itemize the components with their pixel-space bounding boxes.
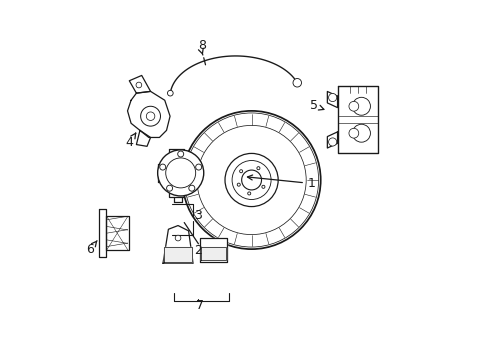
Polygon shape xyxy=(127,91,170,138)
Circle shape xyxy=(348,128,358,138)
Text: 4: 4 xyxy=(125,133,136,149)
Circle shape xyxy=(167,90,173,96)
Circle shape xyxy=(352,124,370,142)
Circle shape xyxy=(224,153,278,207)
Circle shape xyxy=(237,183,240,186)
Circle shape xyxy=(352,97,370,115)
Text: 1: 1 xyxy=(247,175,315,190)
Circle shape xyxy=(348,102,358,111)
Circle shape xyxy=(188,185,194,191)
Text: 2: 2 xyxy=(194,244,202,257)
Circle shape xyxy=(195,164,201,170)
Polygon shape xyxy=(99,209,105,257)
Circle shape xyxy=(247,192,250,195)
Text: 8: 8 xyxy=(198,39,205,52)
Polygon shape xyxy=(163,226,193,263)
Circle shape xyxy=(241,170,261,190)
Text: 5: 5 xyxy=(309,99,323,112)
Text: 6: 6 xyxy=(86,241,97,256)
Circle shape xyxy=(160,164,165,170)
Text: 7: 7 xyxy=(196,299,204,312)
Polygon shape xyxy=(163,247,192,262)
Circle shape xyxy=(197,125,305,235)
Polygon shape xyxy=(169,149,184,197)
Circle shape xyxy=(177,151,183,157)
Polygon shape xyxy=(200,238,226,261)
Polygon shape xyxy=(201,247,225,260)
Polygon shape xyxy=(326,91,337,108)
Circle shape xyxy=(157,150,203,196)
Circle shape xyxy=(256,167,260,170)
Polygon shape xyxy=(105,216,129,250)
Circle shape xyxy=(166,185,172,191)
Polygon shape xyxy=(326,132,337,148)
Circle shape xyxy=(175,235,181,241)
Circle shape xyxy=(146,112,155,121)
Circle shape xyxy=(239,170,242,173)
Polygon shape xyxy=(337,86,378,153)
Circle shape xyxy=(182,111,320,249)
Circle shape xyxy=(165,158,195,188)
Circle shape xyxy=(141,106,160,126)
Circle shape xyxy=(328,94,336,102)
Circle shape xyxy=(136,82,142,88)
Polygon shape xyxy=(136,130,150,146)
Circle shape xyxy=(262,185,264,188)
Polygon shape xyxy=(129,76,150,93)
Circle shape xyxy=(328,138,336,146)
Circle shape xyxy=(292,78,301,87)
Text: 3: 3 xyxy=(194,209,202,222)
Circle shape xyxy=(232,161,270,199)
